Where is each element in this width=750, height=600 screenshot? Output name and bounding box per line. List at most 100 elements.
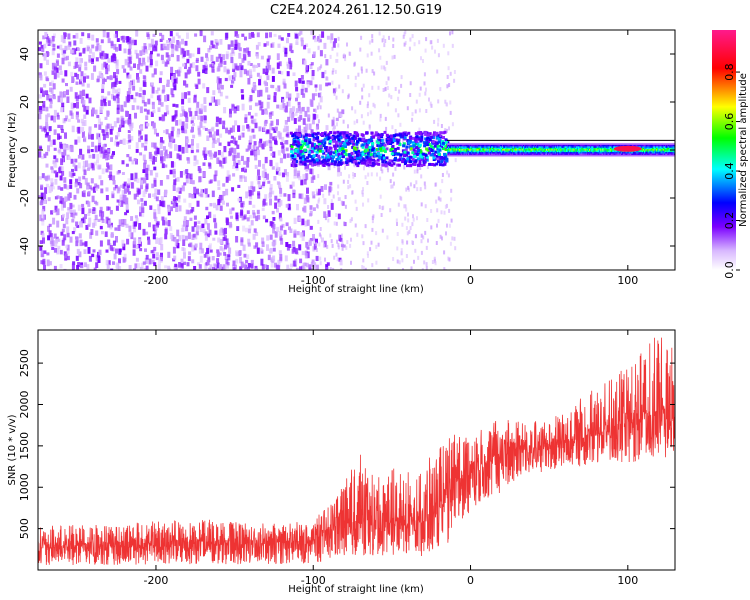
heatmap-cell (200, 115, 204, 122)
heatmap-cell (309, 65, 313, 69)
heatmap-cell (519, 150, 522, 153)
heatmap-cell (331, 80, 334, 85)
heatmap-cell (74, 165, 78, 172)
heatmap-cell (224, 77, 228, 82)
heatmap-cell (93, 219, 97, 226)
heatmap-cell (584, 154, 587, 157)
heatmap-cell (425, 158, 429, 162)
heatmap-cell (388, 163, 392, 167)
heatmap-cell (82, 104, 86, 108)
heatmap-cell (56, 247, 60, 255)
heatmap-cell (101, 211, 105, 217)
heatmap-cell (379, 117, 382, 122)
heatmap-cell (396, 152, 400, 156)
heatmap-cell (380, 157, 384, 161)
heatmap-cell (160, 243, 164, 251)
heatmap-cell (73, 40, 77, 46)
heatmap-cell (271, 42, 275, 48)
heatmap-cell (227, 129, 231, 135)
heatmap-cell (309, 80, 313, 86)
heatmap-cell (173, 196, 177, 202)
heatmap-cell (359, 47, 362, 52)
heatmap-cell (367, 157, 371, 161)
heatmap-cell (185, 140, 188, 147)
heatmap-cell (379, 149, 383, 153)
heatmap-cell (399, 122, 402, 127)
heatmap-cell (208, 163, 212, 169)
heatmap-cell (176, 229, 180, 237)
heatmap-cell (401, 258, 404, 263)
heatmap-cell (189, 63, 193, 68)
heatmap-cell (143, 108, 147, 112)
heatmap-cell (99, 106, 103, 114)
heatmap-cell (317, 174, 320, 179)
heatmap-cell (361, 87, 364, 92)
heatmap-cell (51, 246, 55, 250)
heatmap-cell (434, 132, 438, 136)
heatmap-cell (244, 264, 248, 270)
heatmap-cell (50, 178, 54, 183)
heatmap-cell (436, 144, 440, 148)
heatmap-cell (514, 149, 517, 151)
heatmap-cell (275, 162, 279, 169)
heatmap-cell (271, 85, 275, 89)
heatmap-cell (82, 216, 86, 224)
heatmap-cell (571, 144, 574, 147)
heatmap-cell (137, 188, 141, 195)
heatmap-cell (243, 176, 247, 182)
heatmap-cell (64, 70, 68, 77)
heatmap-cell (197, 220, 201, 224)
heatmap-cell (409, 182, 412, 187)
heatmap-cell (103, 61, 107, 68)
heatmap-cell (405, 207, 408, 212)
heatmap-cell (361, 143, 365, 147)
heatmap-cell (267, 94, 271, 99)
heatmap-cell (60, 166, 64, 171)
heatmap-cell (181, 224, 185, 232)
heatmap-cell (53, 233, 57, 239)
heatmap-cell (381, 163, 385, 167)
heatmap-cell (317, 154, 321, 158)
heatmap-cell (329, 131, 333, 134)
heatmap-cell (408, 229, 411, 234)
heatmap-cell (294, 111, 298, 116)
heatmap-cell (217, 66, 221, 72)
heatmap-cell (442, 43, 445, 48)
heatmap-cell (333, 162, 337, 166)
heatmap-cell (434, 150, 438, 154)
heatmap-cell (337, 161, 341, 165)
heatmap-cell (403, 136, 407, 140)
heatmap-cell (358, 138, 362, 142)
heatmap-cell (136, 178, 140, 183)
heatmap-cell (371, 38, 374, 43)
heatmap-cell (558, 151, 561, 154)
heatmap-cell (133, 97, 137, 103)
heatmap-cell (312, 237, 316, 245)
heatmap-cell (190, 117, 194, 124)
heatmap-cell (209, 64, 213, 68)
heatmap-cell (250, 181, 254, 187)
heatmap-cell (547, 144, 550, 147)
heatmap-cell (354, 83, 357, 88)
heatmap-cell (116, 92, 120, 97)
heatmap-cell (97, 256, 101, 263)
heatmap-cell (393, 149, 397, 153)
heatmap-cell (320, 139, 324, 143)
heatmap-cell (166, 44, 170, 51)
heatmap-cell (216, 262, 220, 269)
heatmap-cell (115, 64, 119, 69)
heatmap-cell (514, 143, 517, 145)
heatmap-cell (278, 212, 282, 220)
heatmap-cell (590, 151, 593, 154)
heatmap-cell (43, 43, 47, 49)
heatmap-cell (364, 159, 368, 163)
heatmap-cell (42, 90, 45, 97)
heatmap-cell (375, 231, 378, 236)
heatmap-cell (199, 242, 203, 250)
heatmap-cell (181, 98, 185, 105)
heatmap-cell (541, 144, 544, 147)
heatmap-cell (135, 30, 139, 37)
heatmap-cell (336, 150, 340, 154)
heatmap-cell (392, 44, 395, 48)
heatmap-cell (279, 254, 283, 261)
